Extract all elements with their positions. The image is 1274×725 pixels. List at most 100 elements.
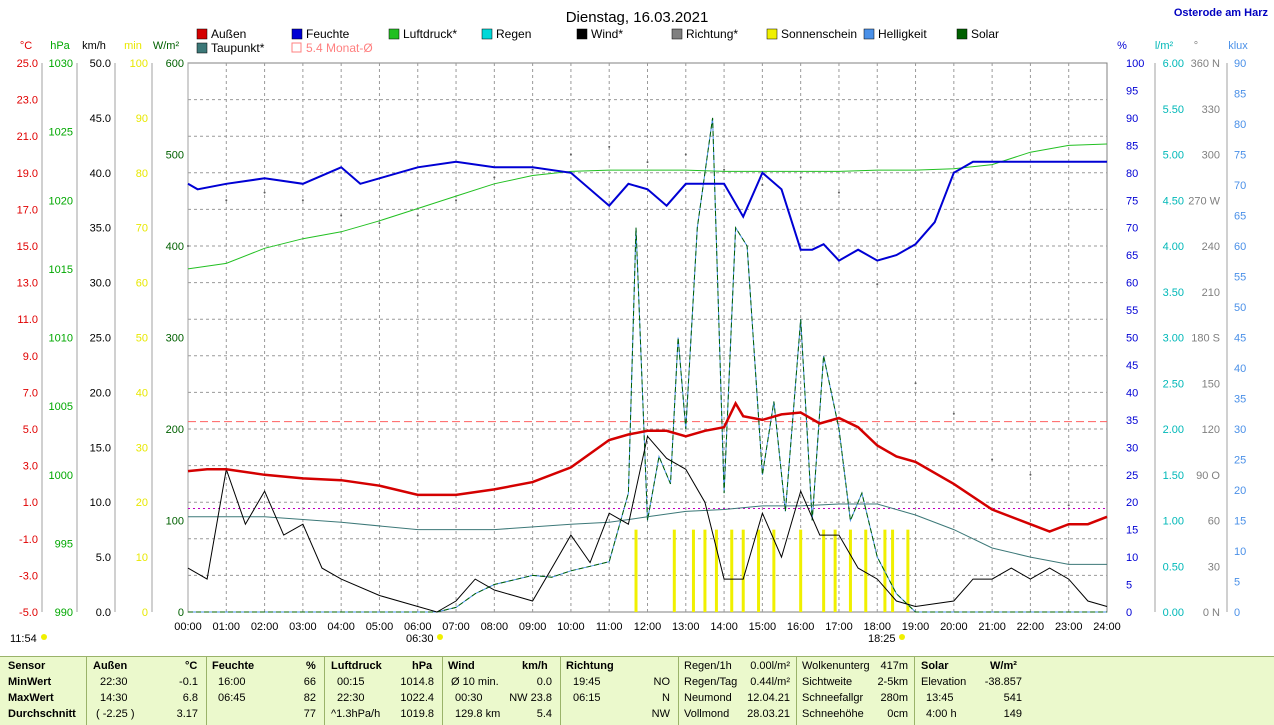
- x-tick-label: 24:00: [1093, 621, 1121, 633]
- sunshine-axis-tick: 80: [136, 168, 148, 180]
- legend-swatch: [863, 28, 875, 40]
- legend-swatch: [766, 28, 778, 40]
- legend-label: Außen: [211, 27, 246, 41]
- rain-axis-tick: 3.00: [1163, 333, 1184, 345]
- humidity-axis-tick: 35: [1126, 415, 1138, 427]
- x-tick-label: 07:00: [442, 621, 470, 633]
- aussen-avg-value: 3.17: [176, 708, 198, 720]
- aussen-header: Außen: [93, 660, 128, 672]
- sunshine-axis-tick: 0: [142, 607, 148, 619]
- maxwert-label: MaxWert: [8, 692, 54, 704]
- legend-label: Sonnenschein: [781, 27, 857, 41]
- schneefallgr-value: 280m: [880, 692, 908, 704]
- sunshine-bar: [822, 529, 826, 612]
- wind-axis-tick: 20.0: [90, 387, 111, 399]
- lux-axis-tick: 30: [1234, 424, 1246, 436]
- lux-axis-tick: 25: [1234, 455, 1246, 467]
- feuchte-avg-value: 77: [303, 708, 316, 720]
- regen-1h-label: Regen/1h: [684, 660, 732, 672]
- x-tick-label: 21:00: [978, 621, 1006, 633]
- humidity-axis-tick: 40: [1126, 387, 1138, 399]
- x-tick-label: 22:00: [1017, 621, 1045, 633]
- humidity-axis-tick: 5: [1126, 580, 1132, 592]
- direction-dot: [684, 153, 687, 156]
- rain-axis-unit: l/m²: [1155, 40, 1174, 52]
- temp-axis-tick: 7.0: [23, 387, 38, 399]
- wind-axis-tick: 10.0: [90, 497, 111, 509]
- regen-1h-value: 0.00l/m²: [750, 660, 790, 672]
- schneehoehe-label: Schneehöhe: [802, 708, 864, 720]
- x-tick-label: 16:00: [787, 621, 815, 633]
- direction-dot: [569, 153, 572, 156]
- sunshine-bar: [691, 529, 695, 612]
- lux-axis-tick: 75: [1234, 150, 1246, 162]
- sunshine-axis-tick: 20: [136, 497, 148, 509]
- legend-swatch: [671, 28, 683, 40]
- rain-axis-tick: 6.00: [1163, 58, 1184, 70]
- pressure-axis-tick: 1020: [49, 195, 73, 207]
- pressure-axis-tick: 1025: [49, 127, 73, 139]
- druck-avg-value: 1019.8: [400, 708, 434, 720]
- druck-min-value: 1014.8: [400, 676, 434, 688]
- sunshine-axis-tick: 70: [136, 223, 148, 235]
- lux-axis-tick: 15: [1234, 516, 1246, 528]
- x-tick-label: 10:00: [557, 621, 585, 633]
- temp-axis-unit: °C: [20, 40, 32, 52]
- schneehoehe-value: 0cm: [887, 708, 908, 720]
- temp-axis-tick: 13.0: [17, 278, 38, 290]
- sunshine-bar: [741, 529, 745, 612]
- temp-axis-tick: 5.0: [23, 424, 38, 436]
- sunshine-bar: [730, 529, 734, 612]
- humidity-line: [187, 160, 1107, 262]
- lux-axis-tick: 70: [1234, 180, 1246, 192]
- direction-axis-tick: 30: [1208, 561, 1220, 573]
- wind-avg-value: 5.4: [536, 708, 552, 720]
- lux-axis-tick: 45: [1234, 333, 1246, 345]
- legend-swatch: [196, 42, 208, 54]
- x-tick-label: 01:00: [213, 621, 241, 633]
- humidity-axis-tick: 30: [1126, 442, 1138, 454]
- wind-axis-tick: 40.0: [90, 168, 111, 180]
- humidity-axis-tick: 50: [1126, 333, 1138, 345]
- direction-dot: [263, 191, 266, 194]
- pressure-axis-tick: 1005: [49, 401, 73, 413]
- legend-label: Helligkeit: [878, 27, 927, 41]
- richtung-max-time: 06:15: [573, 692, 601, 704]
- solar-axis-tick: 500: [166, 150, 184, 162]
- direction-dot: [531, 168, 534, 171]
- rain-axis-tick: 2.00: [1163, 424, 1184, 436]
- solar-axis-tick: 0: [178, 607, 184, 619]
- x-tick-label: 09:00: [519, 621, 547, 633]
- direction-axis-tick: 270 W: [1188, 195, 1220, 207]
- direction-axis-tick: 360 N: [1191, 58, 1220, 70]
- wolkenunterg-label: Wolkenunterg: [802, 660, 870, 672]
- direction-dot: [646, 161, 649, 164]
- lux-axis-tick: 10: [1234, 546, 1246, 558]
- wind-min-note: Ø 10 min.: [451, 676, 499, 688]
- wind-unit: km/h: [522, 660, 548, 672]
- chart-title: Dienstag, 16.03.2021: [566, 9, 709, 26]
- rain-axis-tick: 5.50: [1163, 104, 1184, 116]
- lux-axis-tick: 35: [1234, 394, 1246, 406]
- legend-swatch: [388, 28, 400, 40]
- rain-axis-tick: 3.50: [1163, 287, 1184, 299]
- sichtweite-value: 2-5km: [877, 676, 908, 688]
- wolkenunterg-value: 417m: [880, 660, 908, 672]
- wind-axis-tick: 35.0: [90, 223, 111, 235]
- x-tick-label: 23:00: [1055, 621, 1083, 633]
- direction-dot: [1067, 504, 1070, 507]
- wind-axis-tick: 45.0: [90, 113, 111, 125]
- legend-label: 5.4 Monat-Ø: [306, 41, 373, 55]
- direction-dot: [225, 199, 228, 202]
- wind-axis-tick: 0.0: [96, 607, 111, 619]
- wind-axis-unit: km/h: [82, 40, 106, 52]
- direction-axis-tick: 210: [1202, 287, 1220, 299]
- humidity-axis-unit: %: [1117, 40, 1127, 52]
- sunshine-axis-tick: 50: [136, 333, 148, 345]
- legend-swatch: [576, 28, 588, 40]
- solar-unit: W/m²: [990, 660, 1017, 672]
- temp-axis-tick: 3.0: [23, 461, 38, 473]
- temp-axis-tick: 15.0: [17, 241, 38, 253]
- x-tick-label: 02:00: [251, 621, 279, 633]
- direction-dot: [952, 412, 955, 415]
